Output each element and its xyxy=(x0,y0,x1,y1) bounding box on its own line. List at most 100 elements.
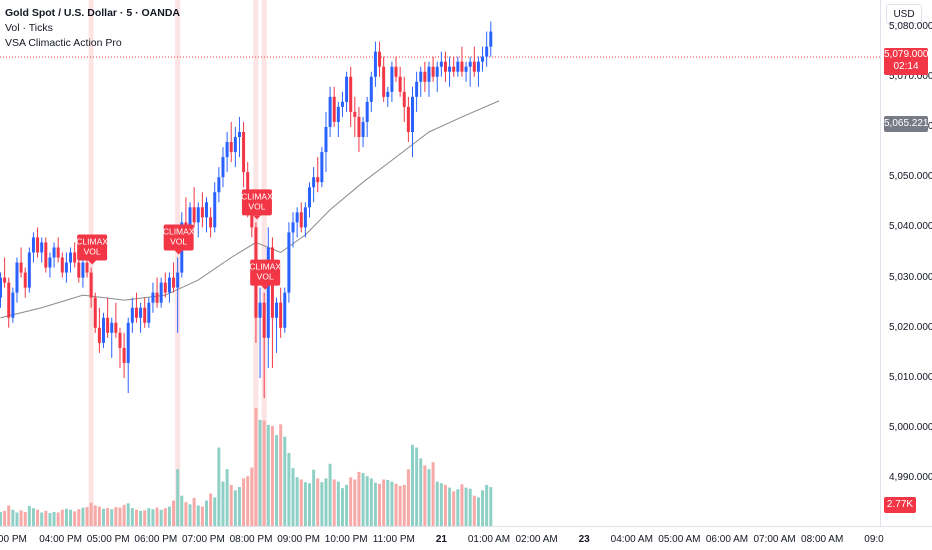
candle xyxy=(73,242,77,268)
candle xyxy=(316,157,320,193)
candle-body xyxy=(110,322,114,333)
time-tick-label: 08:00 AM xyxy=(801,534,844,545)
candle xyxy=(118,327,122,368)
candle-body xyxy=(147,302,151,323)
candle xyxy=(460,46,464,77)
candle xyxy=(225,131,229,173)
candle-body xyxy=(44,242,48,268)
volume-bar xyxy=(254,408,258,526)
climax-label-box xyxy=(250,259,281,286)
volume-bar xyxy=(316,478,320,526)
volume-bar xyxy=(159,509,163,526)
candle xyxy=(114,302,118,338)
candle xyxy=(320,147,324,188)
candle xyxy=(365,96,369,138)
candle-body xyxy=(275,302,279,318)
legend-symbol[interactable]: Gold Spot / U.S. Dollar · 5 · OANDA xyxy=(5,7,181,19)
candle-body xyxy=(200,207,204,218)
candle-body xyxy=(69,252,73,263)
volume-bar xyxy=(340,488,344,526)
candle xyxy=(373,41,377,87)
volume-bars xyxy=(0,408,493,526)
time-tick-label: 02:00 AM xyxy=(515,534,558,545)
candle-body xyxy=(237,131,241,138)
candle-body xyxy=(481,56,485,62)
candle xyxy=(472,46,476,77)
volume-bar xyxy=(382,479,386,526)
time-tick-label: 06:00 AM xyxy=(705,534,749,545)
candle-body xyxy=(233,137,237,153)
price-tick-label: 5,010.000 xyxy=(889,371,932,383)
volume-bar xyxy=(270,425,274,526)
candle xyxy=(258,287,262,378)
candle xyxy=(402,76,406,122)
volume-bar xyxy=(196,505,200,526)
volume-bar xyxy=(237,487,241,526)
climax-label-line2: VOL xyxy=(84,247,101,257)
candle-body xyxy=(36,237,40,253)
candle xyxy=(419,66,423,97)
candle xyxy=(19,247,23,278)
volume-bar xyxy=(122,504,126,526)
candle xyxy=(151,282,155,313)
candle xyxy=(443,51,447,82)
volume-bar xyxy=(312,469,316,526)
candle-body xyxy=(464,66,468,72)
candle-body xyxy=(126,322,130,363)
time-tick-label: 09:0 xyxy=(864,534,884,545)
candle xyxy=(139,302,143,333)
candle xyxy=(369,71,373,112)
candle-body xyxy=(130,307,134,323)
volume-bar xyxy=(439,483,443,526)
candle xyxy=(340,91,344,117)
volume-value-tag: 2.77K xyxy=(884,497,916,513)
candle-body xyxy=(242,131,246,173)
candle xyxy=(332,86,336,127)
candle-body xyxy=(19,262,23,273)
candle-body xyxy=(382,66,386,97)
candle-body xyxy=(188,207,192,233)
candle-body xyxy=(308,187,311,208)
volume-bar xyxy=(373,482,377,526)
legend-indicator[interactable]: VSA Climactic Action Pro xyxy=(5,37,122,49)
volume-bar xyxy=(44,510,48,526)
candle xyxy=(324,111,328,173)
time-tick-label: 07:00 AM xyxy=(753,534,796,545)
candle-body xyxy=(287,232,291,293)
candle-body xyxy=(118,332,122,348)
legend-volume[interactable]: Vol · Ticks xyxy=(5,22,53,34)
volume-bar xyxy=(229,484,233,526)
volume-bar xyxy=(81,507,85,526)
candle-body xyxy=(56,247,60,258)
candle xyxy=(275,297,279,353)
volume-bar xyxy=(464,487,468,526)
volume-bar xyxy=(114,507,118,526)
candle xyxy=(431,56,435,82)
candle xyxy=(126,317,130,394)
candle-body xyxy=(205,202,208,218)
candle-body xyxy=(295,212,299,223)
candle xyxy=(36,227,40,258)
volume-bar xyxy=(283,436,287,526)
candle xyxy=(378,41,382,77)
candle-body xyxy=(93,297,97,328)
volume-bar xyxy=(411,444,414,526)
candle-body xyxy=(262,302,266,338)
candle xyxy=(167,272,171,303)
currency-button[interactable]: USD xyxy=(886,4,922,24)
candle xyxy=(27,247,31,293)
volume-bar xyxy=(23,511,27,526)
candle xyxy=(390,61,394,102)
candle xyxy=(0,272,2,308)
candle xyxy=(468,56,472,87)
candle xyxy=(464,61,468,82)
candle-body xyxy=(456,61,460,72)
candle xyxy=(159,277,163,308)
candle xyxy=(155,277,159,308)
time-tick-label: 07:00 PM xyxy=(181,534,225,545)
volume-bar xyxy=(361,472,365,526)
volume-bar xyxy=(353,479,357,526)
